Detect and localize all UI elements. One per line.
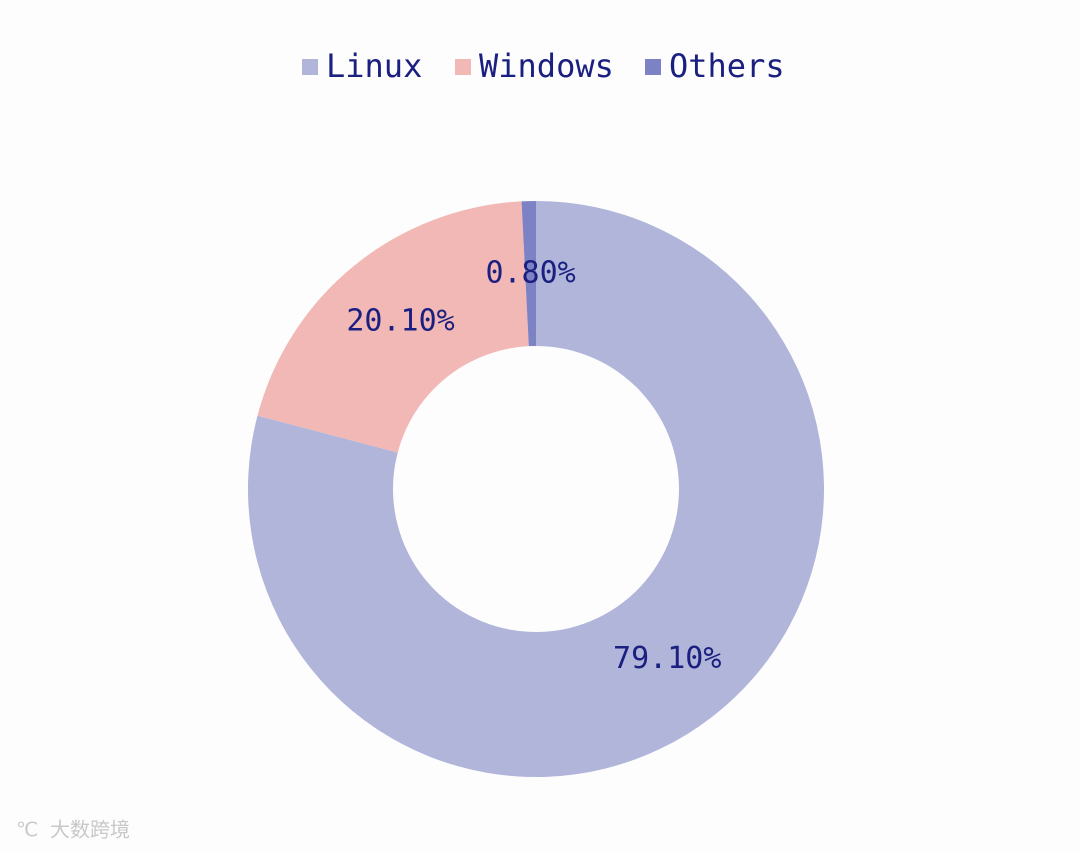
- donut-slice: [521, 201, 536, 347]
- data-label: 0.80%: [485, 256, 575, 291]
- data-label: 79.10%: [613, 641, 721, 676]
- watermark: 大数跨境: [50, 818, 130, 842]
- legend-swatch: [645, 59, 661, 75]
- donut-slice: [247, 201, 824, 777]
- legend-swatch: [302, 59, 318, 75]
- legend-label: Linux: [326, 47, 422, 85]
- legend-label: Others: [669, 47, 785, 85]
- donut-slice: [257, 201, 529, 453]
- data-label: 20.10%: [346, 304, 454, 339]
- watermark-icon: ℃: [16, 818, 38, 842]
- legend-label: Windows: [479, 47, 614, 85]
- legend-swatch: [455, 59, 471, 75]
